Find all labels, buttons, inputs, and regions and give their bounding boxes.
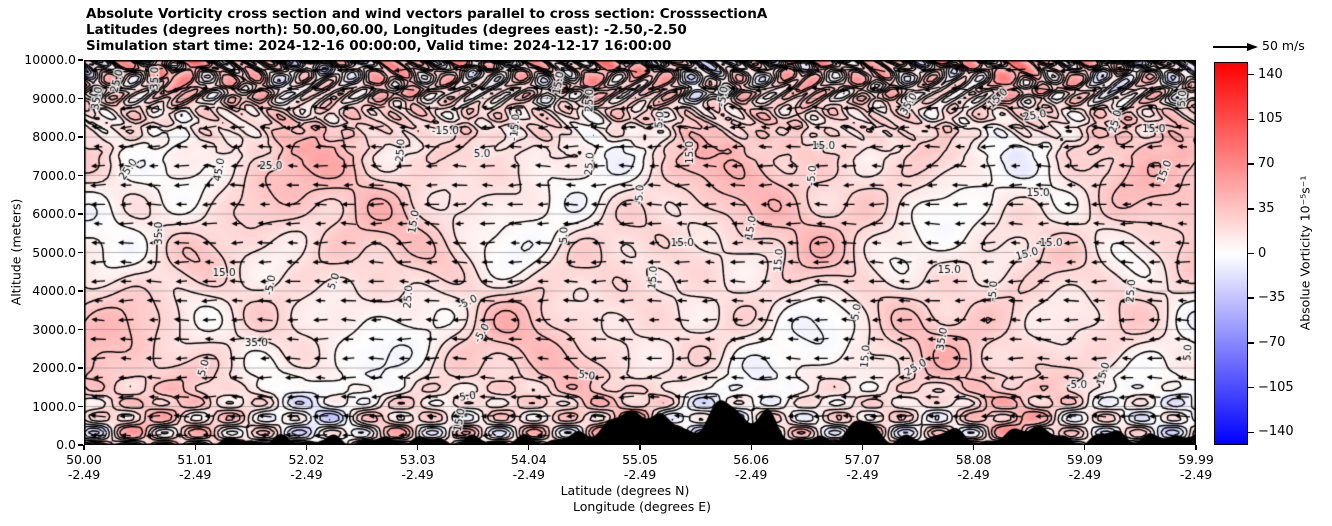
colorbar-tick-mark [1248,342,1254,344]
x-tick-latitude: 53.03 [399,452,436,467]
y-tick-mark [78,251,83,254]
x-tick-latitude: 55.05 [622,452,658,467]
x-tick-latitude: 56.06 [733,452,770,467]
colorbar [1214,62,1248,445]
y-tick-label: 1000.0 [32,398,76,414]
y-tick-mark [78,174,83,177]
x-tick-longitude: -2.49 [846,467,879,482]
colorbar-tick-mark [1248,74,1254,76]
y-tick-label: 0.0 [56,437,76,452]
colorbar-tick-label: −140 [1258,424,1294,440]
y-tick-mark [78,405,83,408]
colorbar-tick-label: 35 [1258,200,1275,216]
y-tick-mark [78,444,83,446]
x-axis-label-longitude: Longitude (degrees E) [572,499,712,514]
colorbar-tick-mark [1248,163,1254,165]
colorbar-tick-label: −35 [1258,290,1286,306]
x-tick-mark [1084,445,1086,450]
colorbar-tick-label: 140 [1258,66,1283,82]
x-tick-mark [972,445,975,450]
x-tick-latitude: 59.09 [1066,452,1103,467]
colorbar-tick-mark [1248,431,1254,433]
x-tick-label: 53.03 -2.49 [378,452,458,482]
y-tick-mark [78,136,83,138]
y-tick-label: 4000.0 [32,283,76,298]
x-tick-latitude: 57.07 [844,452,881,467]
y-tick-label: 2000.0 [32,360,76,375]
x-tick-mark [528,445,530,450]
x-tick-mark [861,445,864,450]
x-tick-label: 59.09 -2.49 [1045,452,1125,482]
reference-arrow-icon [1213,43,1258,51]
x-tick-longitude: -2.49 [1179,467,1213,482]
x-tick-label: 58.08 -2.49 [934,452,1014,482]
y-tick-label: 7000.0 [32,167,76,183]
x-tick-mark [83,445,85,450]
x-tick-longitude: -2.49 [957,467,990,482]
x-tick-mark [750,445,752,450]
y-tick-label: 8000.0 [32,129,76,144]
x-tick-label: 57.07 -2.49 [822,452,902,482]
x-tick-latitude: 51.01 [177,452,214,467]
x-tick-latitude: 54.04 [510,452,547,467]
colorbar-tick-label: −70 [1258,334,1286,350]
x-tick-longitude: -2.49 [623,467,657,482]
colorbar-tick-label: −105 [1258,379,1294,395]
colorbar-tick-label: 0 [1258,245,1267,261]
quiver-key-label: 50 m/s [1262,38,1305,53]
y-tick-label: 5000.0 [32,244,76,260]
x-tick-label: 56.06 -2.49 [711,452,791,482]
x-tick-mark [639,445,641,450]
colorbar-tick-label: 105 [1258,111,1283,127]
colorbar-tick-mark [1248,386,1254,389]
y-tick-label: 6000.0 [32,206,76,221]
x-tick-longitude: -2.49 [401,467,434,482]
title-line-1: Absolute Vorticity cross section and win… [86,6,768,22]
x-tick-label: 52.02 -2.49 [266,452,346,482]
y-tick-label: 10000.0 [24,52,76,67]
x-tick-label: 50.00 -2.49 [44,452,124,482]
colorbar-tick-mark [1248,208,1254,210]
x-tick-longitude: -2.49 [1068,467,1101,482]
title-line-3: Simulation start time: 2024-12-16 00:00:… [86,38,672,54]
x-tick-mark [194,445,196,450]
y-tick-mark [78,213,83,215]
x-tick-label: 51.01 -2.49 [155,452,235,482]
x-tick-label: 55.05 -2.49 [600,452,680,482]
x-tick-mark [305,445,308,450]
y-tick-mark [78,290,83,292]
colorbar-tick-label: 70 [1258,156,1275,172]
title-line-2: Latitudes (degrees north): 50.00,60.00, … [86,22,687,38]
colorbar-label: Absolue Vorticity 10⁻⁵s⁻¹ [1297,175,1313,331]
x-tick-label: 54.04 -2.49 [489,452,569,482]
x-tick-longitude: -2.49 [67,467,101,482]
x-tick-longitude: -2.49 [290,467,323,482]
y-tick-label: 3000.0 [32,321,76,337]
x-tick-label: 59.99 -2.49 [1156,452,1236,482]
x-tick-latitude: 50.00 [66,452,102,467]
y-tick-mark [78,367,83,369]
y-tick-mark [78,59,83,61]
colorbar-tick-mark [1248,252,1254,255]
y-tick-label: 9000.0 [32,90,76,106]
cross-section-plot [84,60,1196,445]
x-tick-longitude: -2.49 [735,467,768,482]
x-tick-latitude: 52.02 [288,452,325,467]
y-tick-mark [78,328,83,331]
colorbar-tick-mark [1248,297,1254,299]
colorbar-tick-mark [1248,118,1254,121]
x-axis-label-latitude: Latitude (degrees N) [560,483,690,498]
x-tick-longitude: -2.49 [179,467,212,482]
x-tick-mark [1195,445,1197,450]
y-tick-mark [78,97,83,100]
x-tick-latitude: 59.99 [1178,452,1214,467]
x-tick-mark [416,445,419,450]
figure-title: Absolute Vorticity cross section and win… [86,6,767,54]
x-tick-latitude: 58.08 [955,452,992,467]
x-tick-longitude: -2.49 [512,467,545,482]
